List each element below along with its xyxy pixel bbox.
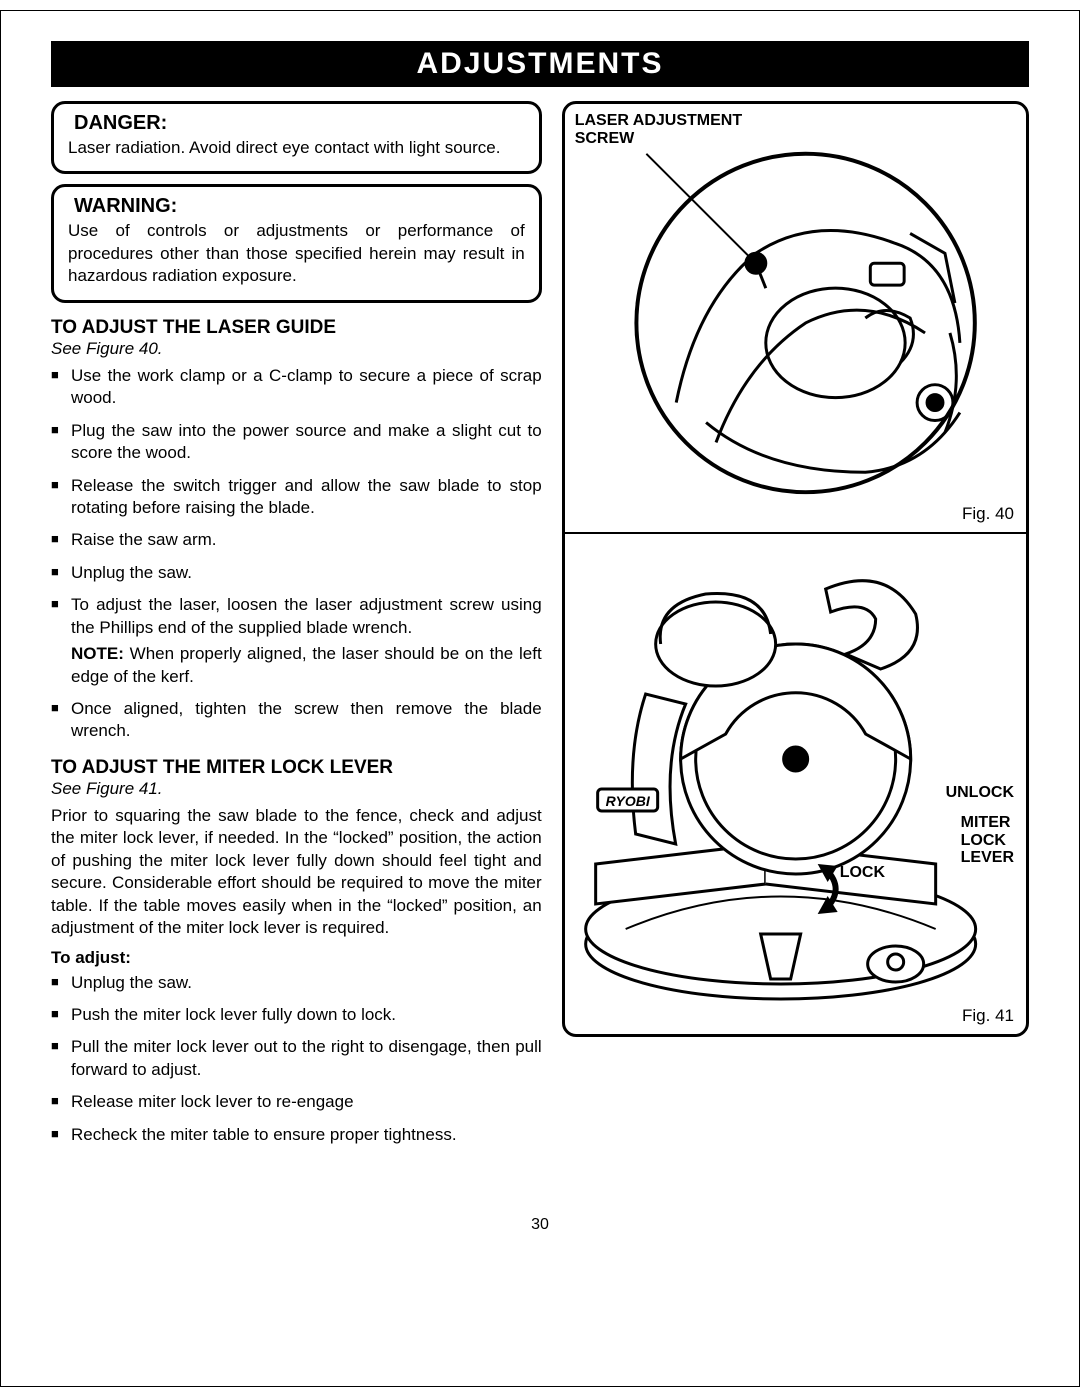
list-item: Release miter lock lever to re-engage	[51, 1091, 542, 1113]
section2-heading: TO ADJUST THE MITER LOCK LEVER	[51, 757, 542, 779]
list-item: Use the work clamp or a C-clamp to secur…	[51, 365, 542, 410]
danger-box: DANGER: Laser radiation. Avoid direct ey…	[51, 101, 542, 174]
list-item: Plug the saw into the power source and m…	[51, 420, 542, 465]
list-item: Raise the saw arm.	[51, 529, 542, 551]
right-column: LASER ADJUSTMENT SCREW	[562, 101, 1029, 1156]
section2-paragraph: Prior to squaring the saw blade to the f…	[51, 805, 542, 940]
list-item: To adjust the laser, loosen the laser ad…	[51, 594, 542, 639]
danger-label: DANGER:	[74, 112, 167, 135]
page-number: 30	[51, 1216, 1029, 1234]
fig41-lock-label: LOCK	[840, 864, 885, 882]
list-item: Recheck the miter table to ensure proper…	[51, 1124, 542, 1146]
list-item: Release the switch trigger and allow the…	[51, 475, 542, 520]
list-item: Once aligned, tighten the screw then rem…	[51, 698, 542, 743]
fig40-callout-label: LASER ADJUSTMENT SCREW	[575, 112, 742, 147]
section-banner: ADJUSTMENTS	[51, 41, 1029, 87]
manual-page: ADJUSTMENTS DANGER: Laser radiation. Avo…	[0, 10, 1080, 1387]
two-column-layout: DANGER: Laser radiation. Avoid direct ey…	[51, 101, 1029, 1156]
list-item: Unplug the saw.	[51, 562, 542, 584]
section1-note: NOTE: When properly aligned, the laser s…	[51, 643, 542, 688]
figures-frame: LASER ADJUSTMENT SCREW	[562, 101, 1029, 1037]
fig40-illustration	[565, 104, 1026, 532]
warning-text: Use of controls or adjustments or perfor…	[68, 220, 525, 287]
section1-heading: TO ADJUST THE LASER GUIDE	[51, 317, 542, 339]
section1-list-2: Once aligned, tighten the screw then rem…	[51, 698, 542, 743]
note-text: When properly aligned, the laser should …	[71, 644, 542, 685]
section2-see-figure: See Figure 41.	[51, 779, 542, 799]
fig41-caption: Fig. 41	[962, 1006, 1014, 1026]
list-item: Unplug the saw.	[51, 972, 542, 994]
warning-label: WARNING:	[74, 195, 177, 218]
note-label: NOTE:	[71, 644, 124, 663]
brand-logo: RYOBI	[605, 793, 650, 809]
warning-box: WARNING: Use of controls or adjustments …	[51, 184, 542, 302]
danger-text: Laser radiation. Avoid direct eye contac…	[68, 137, 525, 159]
left-column: DANGER: Laser radiation. Avoid direct ey…	[51, 101, 542, 1156]
warning-title: WARNING:	[68, 195, 525, 218]
fig41-unlock-label: UNLOCK	[946, 784, 1014, 802]
section2-list: Unplug the saw. Push the miter lock leve…	[51, 972, 542, 1147]
section1-see-figure: See Figure 40.	[51, 339, 542, 359]
figure-41: RYOBI UNLOCK MITER LOCK LEVER LOCK Fig. …	[565, 534, 1026, 1034]
list-item: Pull the miter lock lever out to the rig…	[51, 1036, 542, 1081]
list-item: Push the miter lock lever fully down to …	[51, 1004, 542, 1026]
section1-list: Use the work clamp or a C-clamp to secur…	[51, 365, 542, 639]
section2-subhead: To adjust:	[51, 948, 542, 968]
fig40-caption: Fig. 40	[962, 504, 1014, 524]
danger-title: DANGER:	[68, 112, 525, 135]
figure-40: LASER ADJUSTMENT SCREW	[565, 104, 1026, 534]
fig41-lever-label: MITER LOCK LEVER	[961, 814, 1014, 867]
